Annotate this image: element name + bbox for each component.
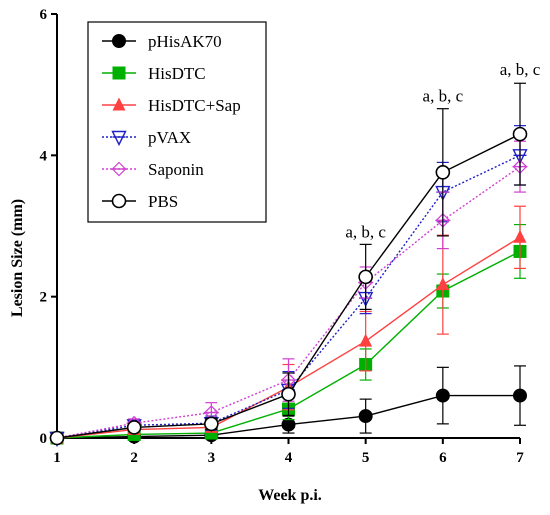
legend-label: HisDTC+Sap bbox=[148, 96, 241, 115]
x-tick-label-1: 1 bbox=[53, 450, 61, 466]
legend-label: pVAX bbox=[148, 128, 191, 147]
point-hisdtc-sap-7 bbox=[513, 229, 527, 243]
legend-swatch-marker bbox=[112, 66, 126, 80]
legend-entry-hisdtc: HisDTC bbox=[102, 64, 206, 83]
legend-swatch-marker bbox=[111, 161, 127, 177]
point-pbs-1 bbox=[49, 430, 65, 446]
legend-entry-pbs: PBS bbox=[102, 192, 178, 211]
annotation-2: a, b, c bbox=[423, 86, 464, 105]
legend-label: Saponin bbox=[148, 160, 204, 179]
legend-label: HisDTC bbox=[148, 64, 206, 83]
y-tick-label-0: 0 bbox=[40, 431, 48, 447]
point-phisak70-7 bbox=[513, 388, 527, 403]
plot-area: 1 2 3 4 5 6 7 0 2 4 6 a, b, c a, b, c a, b, c bbox=[40, 7, 541, 466]
point-pbs-2 bbox=[126, 420, 142, 435]
legend-entry-phisak70: pHisAK70 bbox=[102, 32, 222, 51]
x-axis-title: Week p.i. bbox=[258, 487, 322, 504]
point-hisdtc-sap-5 bbox=[359, 333, 373, 347]
x-tick-label-7: 7 bbox=[516, 450, 524, 466]
legend-label: pHisAK70 bbox=[148, 32, 222, 51]
legend-swatch-marker bbox=[111, 130, 127, 147]
point-phisak70-5 bbox=[358, 409, 373, 424]
x-tick-label-4: 4 bbox=[285, 450, 293, 466]
point-pbs-3 bbox=[204, 416, 219, 432]
x-tick-label-6: 6 bbox=[439, 450, 447, 466]
point-pbs-7 bbox=[512, 126, 528, 142]
legend-label: PBS bbox=[148, 192, 178, 211]
x-tick-label-5: 5 bbox=[362, 450, 370, 466]
y-tick-label-4: 4 bbox=[40, 148, 48, 164]
point-pbs-6 bbox=[435, 164, 451, 180]
point-phisak70-6 bbox=[435, 388, 450, 403]
annotation-3: a, b, c bbox=[500, 60, 541, 79]
x-tick-label-2: 2 bbox=[130, 450, 138, 466]
legend-entry-saponin: Saponin bbox=[102, 160, 204, 179]
legend: pHisAK70 HisDTC HisDTC+Sap pVAX Saponin PBS bbox=[87, 21, 267, 223]
point-pbs-4 bbox=[281, 386, 296, 402]
y-tick-label-2: 2 bbox=[40, 290, 48, 306]
annotation-1: a, b, c bbox=[345, 223, 386, 242]
legend-entry-hisdtc-sap: HisDTC+Sap bbox=[102, 96, 241, 115]
legend-swatch-marker bbox=[112, 34, 126, 48]
legend-box bbox=[87, 21, 267, 223]
x-tick-label-3: 3 bbox=[208, 450, 216, 466]
point-hisdtc-sap-6 bbox=[436, 277, 450, 291]
point-pbs-5 bbox=[358, 269, 373, 285]
y-tick-label-6: 6 bbox=[40, 7, 48, 23]
legend-swatch-marker bbox=[111, 193, 127, 209]
y-axis-title: Lesion Size (mm) bbox=[9, 199, 26, 317]
legend-entry-pvax: pVAX bbox=[102, 128, 191, 147]
legend-swatch-marker bbox=[112, 97, 126, 111]
